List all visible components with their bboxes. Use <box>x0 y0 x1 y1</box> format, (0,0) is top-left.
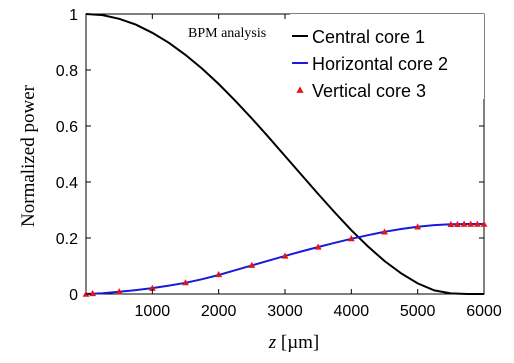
y-tick-label: 0.8 <box>56 63 78 80</box>
series-marker-3 <box>480 220 488 227</box>
legend-swatch-marker <box>296 86 304 93</box>
series-marker-3 <box>314 243 322 250</box>
legend: Central core 1 Horizontal core 2 Vertical … <box>290 14 484 101</box>
series-marker-3 <box>248 261 256 268</box>
series-layer <box>82 13 488 297</box>
legend-label: Central core 1 <box>312 27 425 47</box>
x-axis-label: z [µm] <box>268 332 320 353</box>
x-tick-label: 2000 <box>201 303 237 320</box>
bpm-annotation: BPM analysis <box>188 26 266 41</box>
series-marker-3 <box>182 279 189 286</box>
y-axis-label: Normalized power <box>18 84 39 227</box>
series-marker-3 <box>89 290 97 297</box>
x-axis-label-variable: z <box>268 332 277 353</box>
x-axis-label-unit: [µm] <box>276 332 319 353</box>
series-marker-3 <box>454 220 461 227</box>
series-marker-3 <box>467 220 475 227</box>
x-tick-label: 1000 <box>135 303 171 320</box>
series-marker-3 <box>414 223 422 230</box>
x-tick-label: 4000 <box>334 303 370 320</box>
legend-label: Horizontal core 2 <box>312 54 448 74</box>
series-marker-3 <box>460 220 468 227</box>
series-marker-3 <box>473 220 481 227</box>
series-marker-3 <box>115 288 123 295</box>
x-tick-label: 5000 <box>400 303 436 320</box>
axis-layer: 1000 2000 3000 4000 5000 6000 0 0.2 0.4 0.6 0.8 1 <box>56 7 502 320</box>
series-marker-3 <box>381 228 388 235</box>
y-tick-label: 1 <box>69 7 78 24</box>
series-marker-3 <box>447 220 455 227</box>
series-line-1 <box>85 13 484 295</box>
series-marker-3 <box>347 235 355 242</box>
y-tick-label: 0 <box>69 287 78 304</box>
x-tick-label: 3000 <box>267 303 303 320</box>
y-tick-label: 0.4 <box>56 175 78 192</box>
x-tick-label: 6000 <box>466 303 502 320</box>
legend-box <box>290 14 484 99</box>
legend-label: Vertical core 3 <box>312 81 426 101</box>
series-line-2 <box>85 223 484 295</box>
series-marker-3 <box>281 252 289 259</box>
y-tick-label: 0.6 <box>56 119 78 136</box>
series-marker-3 <box>215 271 223 278</box>
y-tick-label: 0.2 <box>56 231 78 248</box>
series-marker-3 <box>148 284 156 291</box>
